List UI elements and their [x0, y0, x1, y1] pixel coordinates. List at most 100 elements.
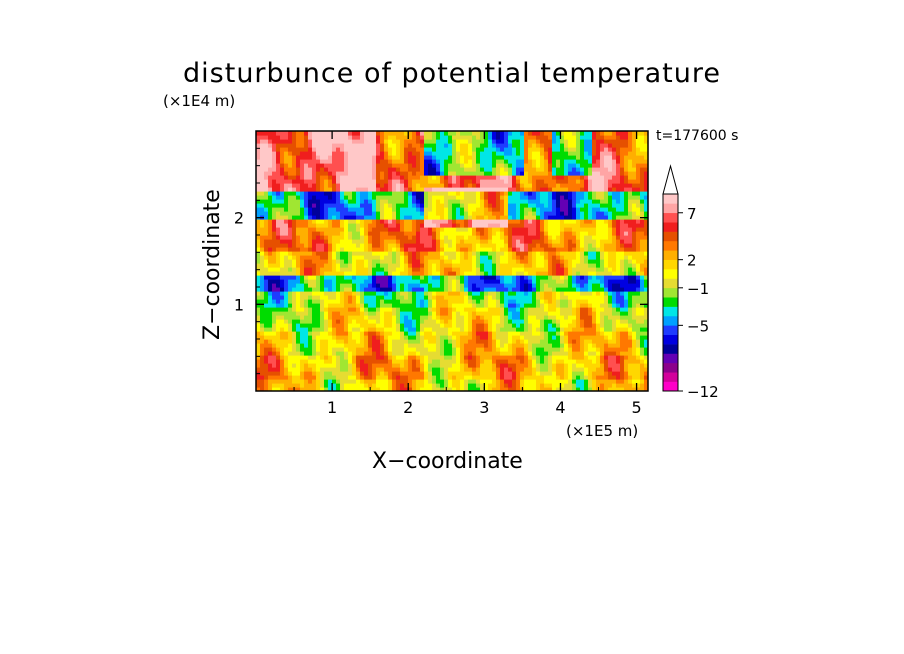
- field-cell: [476, 283, 481, 288]
- field-cell: [508, 171, 513, 176]
- field-cell: [456, 387, 461, 391]
- field-cell: [292, 327, 297, 332]
- field-cell: [520, 291, 525, 296]
- field-cell: [264, 171, 269, 176]
- field-cell: [344, 199, 349, 204]
- field-cell: [388, 311, 393, 316]
- field-cell: [304, 255, 309, 260]
- field-cell: [524, 311, 529, 316]
- field-cell: [284, 171, 289, 176]
- field-cell: [372, 155, 377, 160]
- field-cell: [412, 311, 417, 316]
- field-cell: [312, 235, 317, 240]
- field-cell: [336, 295, 341, 300]
- field-cell: [516, 283, 521, 288]
- field-cell: [396, 339, 401, 344]
- field-cell: [472, 367, 477, 372]
- field-cell: [408, 347, 413, 352]
- field-cell: [460, 279, 465, 284]
- field-cell: [476, 339, 481, 344]
- field-cell: [328, 315, 333, 320]
- field-cell: [296, 299, 301, 304]
- field-cell: [528, 299, 533, 304]
- field-cell: [516, 359, 521, 364]
- field-cell: [408, 223, 413, 228]
- field-cell: [396, 379, 401, 384]
- field-cell: [356, 335, 361, 340]
- field-cell: [316, 295, 321, 300]
- field-cell: [524, 183, 529, 188]
- field-cell: [344, 147, 349, 152]
- field-cell: [520, 235, 525, 240]
- field-cell: [556, 299, 561, 304]
- field-cell: [464, 319, 469, 324]
- field-cell: [472, 387, 477, 391]
- field-cell: [368, 319, 373, 324]
- field-cell: [308, 135, 313, 140]
- field-cell: [356, 171, 361, 176]
- field-cell: [344, 355, 349, 360]
- field-cell: [448, 383, 453, 388]
- field-cell: [536, 247, 541, 252]
- field-cell: [560, 355, 565, 360]
- field-cell: [432, 187, 437, 192]
- field-cell: [376, 359, 381, 364]
- field-cell: [448, 139, 453, 144]
- field-cell: [268, 147, 273, 152]
- field-cell: [300, 191, 305, 196]
- field-cell: [556, 187, 561, 192]
- field-cell: [524, 291, 529, 296]
- field-cell: [508, 139, 513, 144]
- field-cell: [444, 335, 449, 340]
- field-cell: [432, 383, 437, 388]
- field-cell: [388, 183, 393, 188]
- field-cell: [304, 355, 309, 360]
- field-cell: [404, 131, 409, 136]
- field-cell: [452, 255, 457, 260]
- field-cell: [424, 139, 429, 144]
- field-cell: [380, 383, 385, 388]
- field-cell: [376, 267, 381, 272]
- field-cell: [304, 235, 309, 240]
- field-cell: [412, 291, 417, 296]
- field-cell: [324, 263, 329, 268]
- field-cell: [300, 219, 305, 224]
- field-cell: [260, 247, 265, 252]
- field-cell: [364, 195, 369, 200]
- field-cell: [552, 171, 557, 176]
- field-cell: [324, 191, 329, 196]
- field-cell: [336, 195, 341, 200]
- field-cell: [324, 307, 329, 312]
- field-cell: [320, 207, 325, 212]
- field-cell: [308, 287, 313, 292]
- field-cell: [492, 299, 497, 304]
- field-cell: [472, 239, 477, 244]
- field-cell: [292, 351, 297, 356]
- field-cell: [372, 179, 377, 184]
- field-cell: [292, 199, 297, 204]
- field-cell: [464, 163, 469, 168]
- field-cell: [520, 243, 525, 248]
- field-cell: [460, 327, 465, 332]
- field-cell: [320, 131, 325, 136]
- field-cell: [328, 247, 333, 252]
- field-cell: [560, 247, 565, 252]
- field-cell: [396, 243, 401, 248]
- field-cell: [272, 315, 277, 320]
- field-cell: [260, 131, 265, 136]
- field-cell: [280, 283, 285, 288]
- field-cell: [372, 331, 377, 336]
- field-cell: [336, 219, 341, 224]
- field-cell: [272, 211, 277, 216]
- field-cell: [488, 375, 493, 380]
- field-cell: [552, 151, 557, 156]
- field-cell: [380, 319, 385, 324]
- field-cell: [348, 263, 353, 268]
- field-cell: [320, 191, 325, 196]
- field-cell: [300, 131, 305, 136]
- field-cell: [324, 383, 329, 388]
- field-cell: [388, 199, 393, 204]
- field-cell: [492, 355, 497, 360]
- field-cell: [396, 327, 401, 332]
- field-cell: [328, 271, 333, 276]
